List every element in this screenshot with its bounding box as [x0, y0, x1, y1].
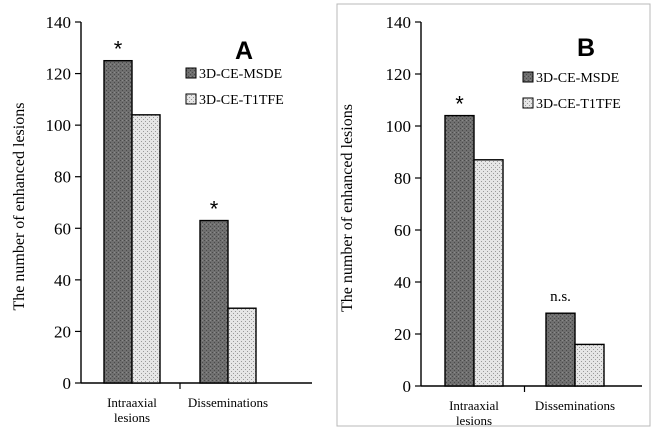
legend-swatch [185, 93, 197, 105]
bar [574, 343, 605, 387]
significance-marker: * [455, 92, 464, 117]
y-tick-label: 60 [394, 221, 411, 240]
legend-entry: 3D-CE-T1TFE [199, 93, 284, 108]
y-tick-label: 120 [46, 65, 72, 84]
y-tick-label: 0 [403, 377, 412, 396]
bar [444, 114, 475, 387]
panel-letter: B [577, 34, 595, 62]
bar [227, 307, 257, 384]
x-category-label: Disseminations [188, 395, 268, 410]
panel-letter: A [235, 37, 253, 65]
legend-swatch [522, 97, 534, 109]
bar [545, 312, 576, 387]
x-category-label: lesions [114, 410, 150, 425]
x-category-label: Disseminations [535, 398, 615, 413]
chart-panel-a: 0 20 40 60 80 100 120 140 The number of enhanced… [11, 13, 312, 425]
y-tick-label: 60 [54, 219, 71, 238]
x-category-label: lesions [456, 413, 492, 428]
y-axis-title: The number of enhanced lesions [339, 104, 356, 312]
y-tick-label: 40 [394, 273, 411, 292]
legend-swatch [522, 71, 534, 83]
significance-marker: n.s. [550, 289, 571, 305]
y-tick-label: 120 [386, 65, 412, 84]
legend-entry: 3D-CE-MSDE [199, 67, 282, 82]
legend-entry: 3D-CE-T1TFE [536, 97, 621, 112]
significance-marker: * [210, 197, 219, 222]
y-tick-label: 80 [394, 169, 411, 188]
x-category-label: Intraaxial [449, 398, 499, 413]
y-tick-label: 80 [54, 168, 71, 187]
bar [103, 59, 133, 384]
x-category-label: Intraaxial [107, 395, 157, 410]
y-tick-label: 20 [394, 325, 411, 344]
bar [199, 219, 229, 384]
y-tick-label: 140 [386, 13, 412, 32]
y-axis-title: The number of enhanced lesions [11, 103, 28, 311]
y-tick-label: 100 [386, 117, 412, 136]
bar [131, 114, 161, 384]
y-tick-label: 0 [63, 374, 72, 393]
legend-entry: 3D-CE-MSDE [536, 71, 619, 86]
legend-swatch [185, 67, 197, 79]
y-tick-label: 20 [54, 322, 71, 341]
bar [473, 159, 504, 387]
y-tick-label: 140 [46, 13, 72, 32]
significance-marker: * [114, 37, 123, 62]
y-tick-label: 40 [54, 271, 71, 290]
chart-panel-b: 0 20 40 60 80 100 120 140 The number of enhanced… [336, 3, 651, 428]
panel-frame [336, 3, 651, 427]
y-tick-label: 100 [46, 116, 72, 135]
